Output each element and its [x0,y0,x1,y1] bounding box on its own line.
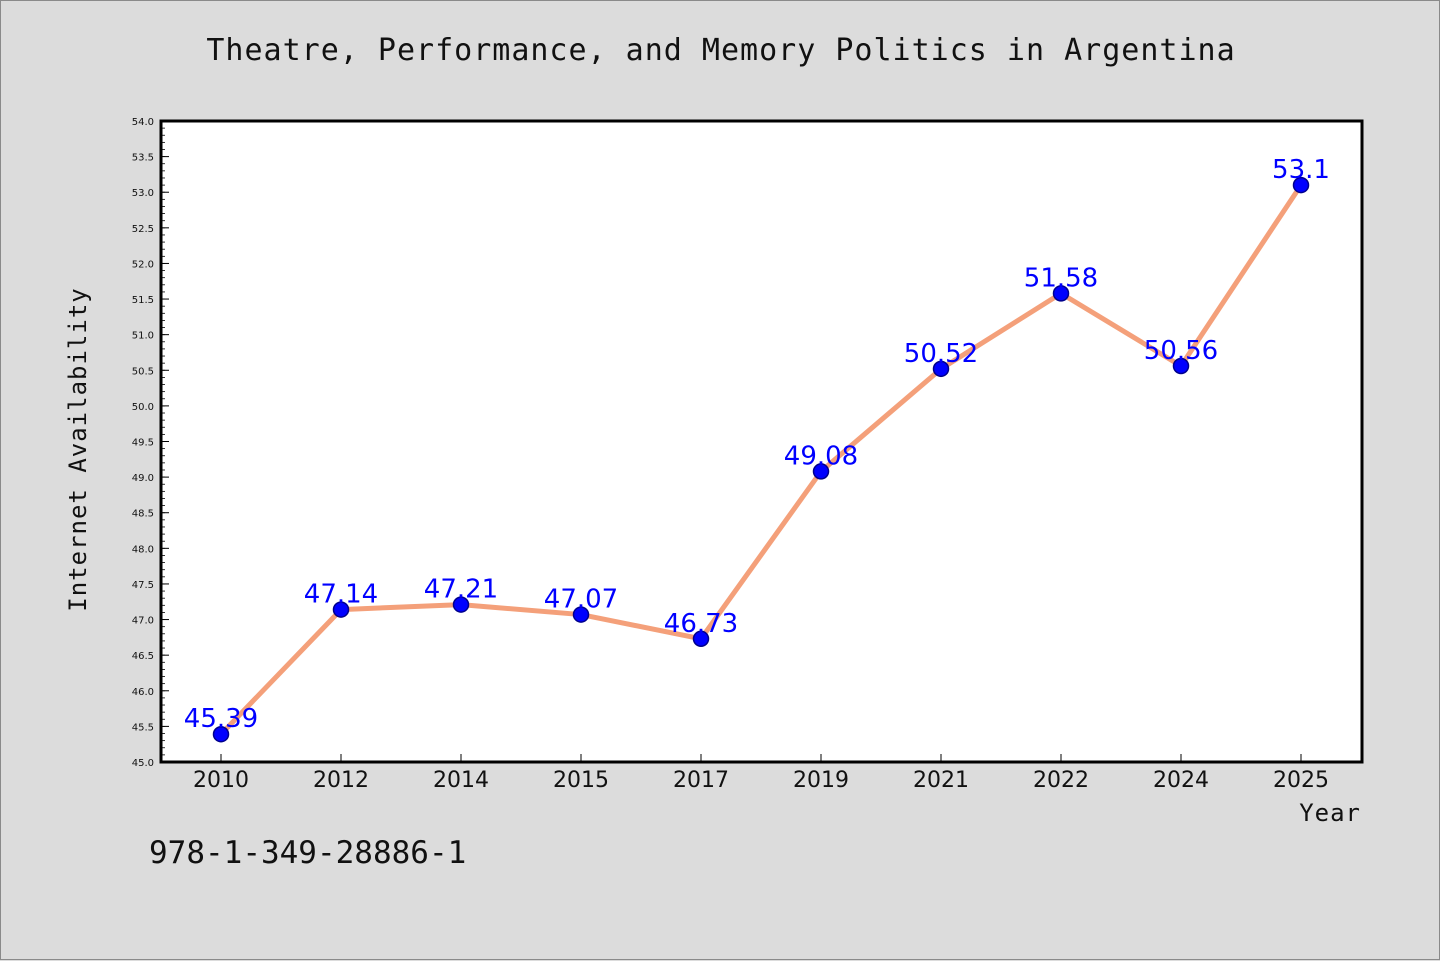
chart-title: Theatre, Performance, and Memory Politic… [206,33,1236,68]
y-tick-label: 51.0 [132,331,154,342]
y-tick-label: 47.5 [132,580,154,591]
y-tick-label: 45.0 [132,758,154,769]
y-tick-label: 49.0 [132,473,154,484]
x-axis: 2010 2012 2014 2015 2017 2019 2021 2022 2024 2025 [193,754,1329,793]
data-label: 47.14 [304,580,378,610]
data-label: 50.56 [1144,336,1218,366]
data-point [572,606,590,623]
y-tick-label: 48.5 [132,509,154,520]
y-axis: 45.0 45.5 46.0 46.5 47.0 47.5 48.0 48.5 49.0 49.5… [132,117,169,769]
x-tick-label: 2021 [913,768,969,793]
series-layer: 45.39 47.14 47.21 47.07 46.73 49.08 50.52 51.58… [184,155,1330,743]
y-tick-label: 52.5 [132,224,154,235]
y-tick-label: 54.0 [132,117,154,128]
x-tick-label: 2014 [433,768,489,793]
data-label: 47.07 [544,585,618,615]
data-label: 45.39 [184,704,258,734]
x-tick-label: 2022 [1033,768,1089,793]
y-tick-label: 45.5 [132,722,154,733]
data-point [692,630,710,648]
series-line [218,182,1304,737]
y-axis-title: Internet Availability [64,287,92,611]
data-label: 53.1 [1272,155,1330,185]
data-label: 49.08 [784,441,858,471]
y-tick-label: 46.0 [132,687,154,698]
data-point [1052,285,1070,302]
y-tick-label: 53.5 [132,153,154,164]
isbn-label: 978-1-349-28886-1 [149,835,467,871]
data-label: 50.52 [904,339,978,369]
y-tick-label: 53.0 [132,188,154,199]
x-tick-label: 2019 [793,768,849,793]
x-tick-label: 2012 [313,768,369,793]
plot-area [159,119,1364,764]
y-tick-label: 46.5 [132,651,154,662]
x-axis-title: Year [1299,799,1361,827]
y-tick-label: 51.5 [132,295,154,306]
data-point [812,463,830,480]
data-point [932,360,950,378]
data-label: 47.21 [424,575,498,605]
y-tick-label: 52.0 [132,259,154,270]
data-point [1292,176,1310,194]
data-label: 46.73 [664,609,738,639]
data-point [212,725,230,743]
y-tick-label: 47.0 [132,616,154,627]
data-point [332,601,350,618]
x-tick-label: 2024 [1153,768,1209,793]
y-tick-label: 48.0 [132,544,154,555]
y-tick-label: 49.5 [132,438,154,449]
x-tick-label: 2010 [193,768,249,793]
data-point [452,596,470,613]
x-tick-label: 2025 [1273,768,1329,793]
data-label: 51.58 [1024,263,1098,293]
y-tick-label: 50.5 [132,366,154,377]
x-tick-label: 2015 [553,768,609,793]
x-tick-label: 2017 [673,768,729,793]
data-point [1172,357,1190,375]
y-tick-label: 50.0 [132,402,154,413]
